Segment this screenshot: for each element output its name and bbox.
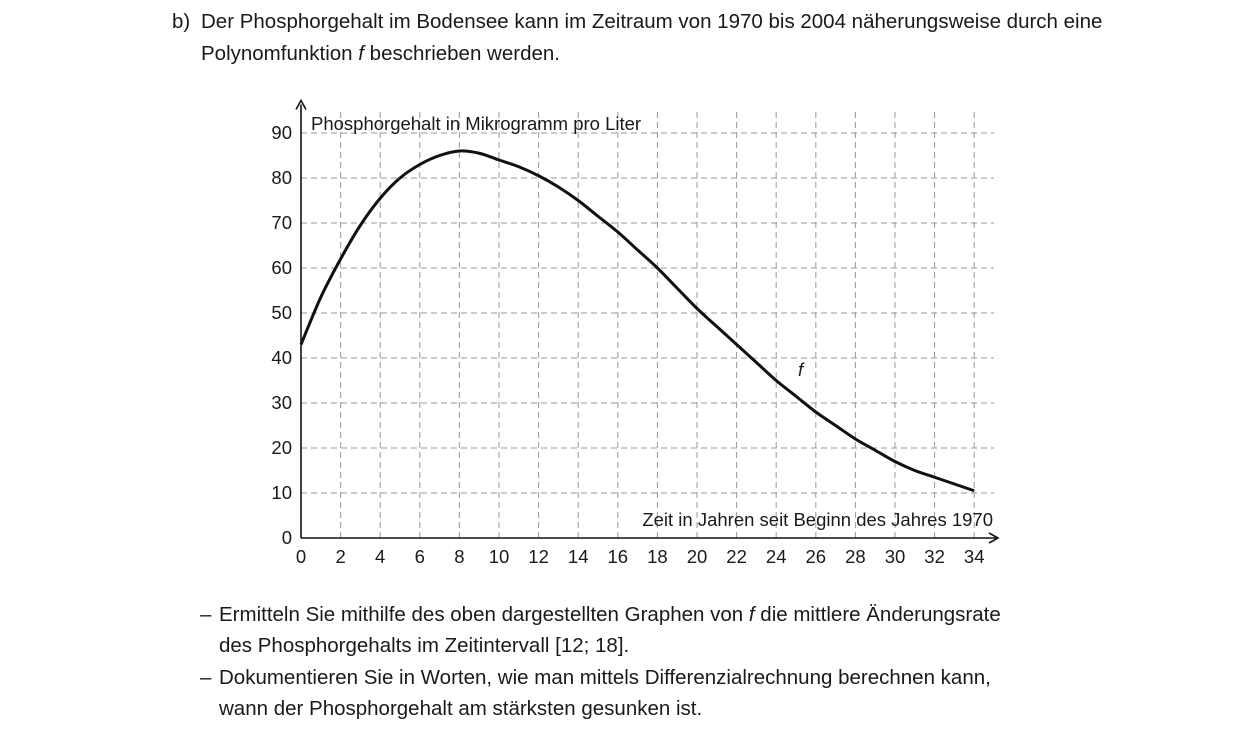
- x-tick-label: 26: [806, 546, 827, 567]
- y-tick-label: 30: [271, 392, 292, 413]
- chart-axes: [295, 98, 1000, 544]
- task-label: b): [172, 10, 191, 33]
- y-tick-label: 20: [271, 437, 292, 458]
- x-tick-label: 8: [454, 546, 464, 567]
- task-item-1: – Ermitteln Sie mithilfe des oben darges…: [200, 599, 1160, 661]
- x-tick-label: 28: [845, 546, 866, 567]
- x-tick-label: 6: [415, 546, 425, 567]
- x-tick-label: 20: [687, 546, 708, 567]
- phosphor-chart: 0 2 4 6 8 10 12 14 16 18 20 22 24 26 28 30 32 34 01020304…: [271, 98, 1000, 567]
- task-1-text-after: die mittlere Änderungsrate: [754, 603, 1001, 626]
- y-tick-label: 70: [271, 212, 292, 233]
- y-tick-label: 0: [282, 527, 292, 548]
- y-tick-label: 50: [271, 302, 292, 323]
- intro-function-name: f: [358, 42, 364, 65]
- y-tick-label: 40: [271, 347, 292, 368]
- x-tick-label: 14: [568, 546, 589, 567]
- x-tick-label: 32: [924, 546, 945, 567]
- y-tick-label: 90: [271, 122, 292, 143]
- task-1-line2: des Phosphorgehalts im Zeitintervall [12…: [219, 634, 630, 657]
- task-list: – Ermitteln Sie mithilfe des oben darges…: [200, 599, 1160, 725]
- curve-label-f: f: [798, 359, 805, 380]
- curve-f: [299, 149, 975, 493]
- task-dash: –: [200, 603, 212, 626]
- y-tick-label: 60: [271, 257, 292, 278]
- task-2-line1: Dokumentieren Sie in Worten, wie man mit…: [219, 666, 991, 689]
- x-axis-label: Zeit in Jahren seit Beginn des Jahres 19…: [642, 509, 993, 530]
- y-axis-arrow: [295, 98, 307, 110]
- y-tick-label: 10: [271, 482, 292, 503]
- x-tick-label: 24: [766, 546, 787, 567]
- x-tick-labels: 0 2 4 6 8 10 12 14 16 18 20 22 24 26 28 30 32 34: [296, 546, 985, 567]
- x-tick-label: 12: [528, 546, 549, 567]
- task-1-function-name: f: [748, 603, 755, 626]
- x-tick-label: 22: [726, 546, 747, 567]
- intro-text-after: beschrieben werden.: [363, 42, 560, 65]
- task-1-text-before: Ermitteln Sie mithilfe des oben dargeste…: [219, 603, 749, 626]
- x-tick-label: 16: [608, 546, 629, 567]
- y-tick-labels: 0 10 20 30 40 50 60 70 80 90: [271, 122, 292, 548]
- x-tick-label: 2: [335, 546, 345, 567]
- intro-text-before: Der Phosphorgehalt im Bodensee kann im Z…: [201, 10, 1103, 65]
- y-axis-label: Phosphorgehalt in Mikrogramm pro Liter: [311, 113, 641, 134]
- chart-grid: [301, 110, 994, 538]
- x-tick-label: 34: [964, 546, 985, 567]
- task-intro-text: Der Phosphorgehalt im Bodensee kann im Z…: [201, 6, 1161, 70]
- task-dash: –: [200, 666, 212, 689]
- y-tick-label: 80: [271, 167, 292, 188]
- x-tick-label: 4: [375, 546, 385, 567]
- x-tick-label: 30: [885, 546, 906, 567]
- x-tick-label: 0: [296, 546, 306, 567]
- x-tick-label: 10: [489, 546, 510, 567]
- task-item-2: – Dokumentieren Sie in Worten, wie man m…: [200, 662, 1160, 724]
- x-axis-arrow: [988, 532, 1000, 544]
- task-2-line2: wann der Phosphorgehalt am stärksten ges…: [219, 697, 703, 720]
- x-tick-label: 18: [647, 546, 668, 567]
